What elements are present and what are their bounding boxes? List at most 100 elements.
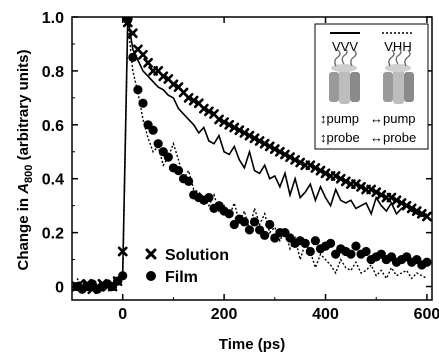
x-tick-label: 0 [118,306,127,323]
inset-right-probe: ↔probe [370,130,416,145]
inset-label-vvv: VVV [332,39,358,54]
film-point [300,238,310,248]
solution-point [285,152,295,163]
solution-point [366,184,377,195]
solution-point [280,149,290,160]
y-axis-title-sub: 800 [23,165,35,183]
solution-point [168,79,179,90]
solution-point [416,208,427,219]
film-point [123,17,133,25]
legend-marker-x [145,248,157,260]
inset-left-probe: ↕probe [320,130,360,145]
solution-point [305,160,316,171]
solution-point [406,203,417,214]
solution-point [198,103,209,114]
y-tick-label: 0 [55,280,64,297]
molecule-icon-left [329,47,360,104]
y-tick-label: 0.2 [42,226,64,243]
film-point [184,176,194,187]
film-point [244,225,255,235]
legend-label-solution: Solution [165,247,229,264]
solution-point [224,119,235,130]
solution-point [117,246,128,257]
film-point [422,257,432,267]
film-point [305,246,315,257]
y-tick-label: 0.4 [42,172,64,189]
solution-point [264,141,275,152]
solution-point [356,181,366,192]
film-point [224,209,234,219]
y-tick-label: 0.8 [42,64,64,81]
solution-point [127,28,138,39]
film-point [148,125,158,135]
solution-point [310,163,321,173]
y-axis-title: Change in A800 (arbitrary units) [15,50,35,271]
film-point [173,166,184,176]
film-point [265,219,275,230]
film-point [118,271,128,281]
inset-legend: VVV VHH ↕pump ↕probe ↔pump ↔probe [314,23,429,150]
solution-point [254,136,265,146]
solution-point [188,95,199,106]
solution-point [204,106,214,117]
solution-point [290,154,300,165]
solution-point [143,57,153,68]
solution-point [371,187,382,198]
y-axis-title-var: A [15,183,32,195]
y-tick-label: 0.6 [42,118,64,135]
solution-point [158,71,169,82]
solution-point [229,122,240,133]
x-tick-label: 400 [312,306,339,323]
film-point [249,217,260,227]
solution-point [411,206,422,216]
film-point [239,217,249,227]
film-point [325,238,336,248]
solution-point [234,125,245,136]
plot-frame [71,16,433,301]
legend-label-film: Film [165,269,198,286]
solution-point [335,173,346,184]
solution-point [351,179,361,190]
solution-point [219,117,230,128]
solution-point [295,157,306,168]
film-point [133,85,143,95]
solution-point [386,192,397,203]
solution-point [274,146,285,157]
film-point [153,139,163,149]
solution-point [422,211,432,222]
film-point [163,152,173,162]
solution-point [376,189,387,200]
solution-point [401,200,412,211]
solution-point [330,171,341,181]
solution-point [244,130,255,141]
film-point [138,98,148,108]
film-point [351,241,361,251]
film-point [361,246,371,257]
solution-point [183,92,194,103]
molecule-icon-right [383,47,414,104]
solution-point [269,144,280,154]
solution-point [320,168,331,179]
inset-label-vhh: VHH [384,39,411,54]
solution-point [391,195,402,206]
film-point [346,249,356,259]
film-point [310,236,320,246]
x-axis-ticks: 0 200 400 600 [71,17,439,323]
y-axis-ticks: 0 0.2 0.4 0.6 0.8 1.0 [42,10,432,297]
solution-point [239,127,250,138]
x-axis-title: Time (ps) [219,336,285,353]
solution-point [315,165,326,176]
x-tick-label: 600 [414,306,439,323]
y-axis-title-suffix: (arbitrary units) [15,50,32,165]
inset-right-pump: ↔pump [370,111,416,126]
solution-point [138,49,148,60]
solution-point [259,138,270,149]
series-markers [72,17,432,295]
film-point [260,230,270,240]
film-point [128,52,138,63]
solution-point [340,176,351,187]
y-axis-title-prefix: Change in [15,194,32,271]
film-point [204,192,214,203]
y-tick-label: 1.0 [42,10,64,27]
